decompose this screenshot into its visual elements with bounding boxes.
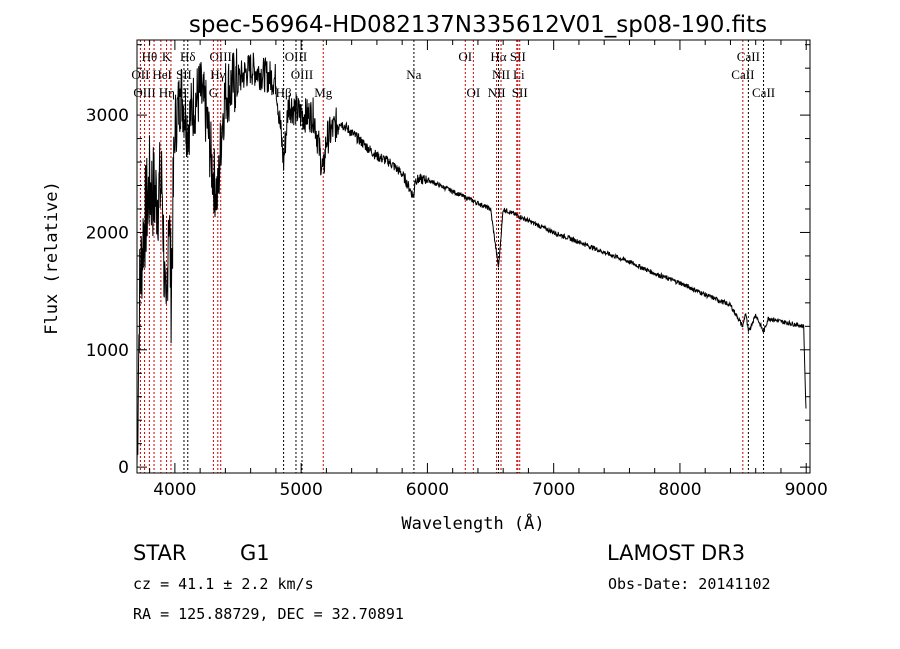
y-tick-label: 0 <box>118 458 129 478</box>
spectrum-line <box>136 48 807 468</box>
plot-frame <box>136 39 811 474</box>
object-subclass: G1 <box>240 541 270 565</box>
line-markers: Hθ K Hδ OIII OIII OI Hα SII CaII OII HeI SII Hγ OIII N… <box>131 40 775 473</box>
line-marker-label: OIII <box>133 85 155 100</box>
line-marker-label: SII <box>176 67 192 82</box>
x-tick-label: 7000 <box>532 480 575 500</box>
line-marker-label: Hθ <box>142 49 158 64</box>
line-marker-label: Hβ <box>276 85 292 100</box>
line-marker-label: OIII <box>210 49 232 64</box>
y-tick-label: 1000 <box>86 341 129 361</box>
line-marker-label: OIII <box>285 49 307 64</box>
line-marker-label: SII <box>512 85 528 100</box>
x-tick-label: 4000 <box>153 480 196 500</box>
line-marker-label: NII <box>492 67 510 82</box>
line-marker-label: HeI <box>152 67 172 82</box>
obs-date-text: Obs-Date: 20141102 <box>608 575 771 593</box>
line-marker-label: OI <box>458 49 472 64</box>
line-marker-label: Li <box>513 67 525 82</box>
line-marker-label: NII <box>488 85 506 100</box>
line-marker-label: H <box>178 85 187 100</box>
redshift-text: cz = 41.1 ± 2.2 km/s <box>133 575 314 593</box>
y-tick-label: 3000 <box>86 106 129 126</box>
line-marker-label: OII <box>131 67 149 82</box>
coordinates-text: RA = 125.88729, DEC = 32.70891 <box>133 605 404 623</box>
x-tick-label: 9000 <box>785 480 828 500</box>
line-marker-label: Na <box>406 67 421 82</box>
line-marker-label: Hδ <box>180 49 196 64</box>
line-marker-label: SII <box>510 49 526 64</box>
line-marker-label: OIII <box>291 67 313 82</box>
series-layer <box>136 48 807 468</box>
survey-name: LAMOST DR3 <box>607 541 745 565</box>
x-tick-label: 8000 <box>658 480 701 500</box>
line-marker-label: G <box>209 85 218 100</box>
line-marker-label: OI <box>467 85 481 100</box>
y-tick-label: 2000 <box>86 223 129 243</box>
line-marker-label: CaII <box>731 67 754 82</box>
axes: 4000 5000 6000 7000 8000 9000 0 1000 2000 3000 <box>86 40 828 500</box>
line-marker-label: Hα <box>490 49 506 64</box>
x-axis-label: Wavelength (Å) <box>401 512 544 534</box>
line-marker-label: K <box>162 49 172 64</box>
x-tick-label: 6000 <box>406 480 449 500</box>
line-marker-label: CaII <box>752 85 775 100</box>
object-class: STAR <box>133 541 186 565</box>
line-marker-label: CaII <box>737 49 760 64</box>
line-marker-label: Hη <box>159 85 175 100</box>
chart-title: spec-56964-HD082137N335612V01_sp08-190.f… <box>189 12 767 38</box>
line-marker-label: Hγ <box>210 67 225 82</box>
line-marker-label: Mg <box>314 85 333 100</box>
x-tick-label: 5000 <box>280 480 323 500</box>
y-axis-label: Flux (relative) <box>42 181 62 335</box>
